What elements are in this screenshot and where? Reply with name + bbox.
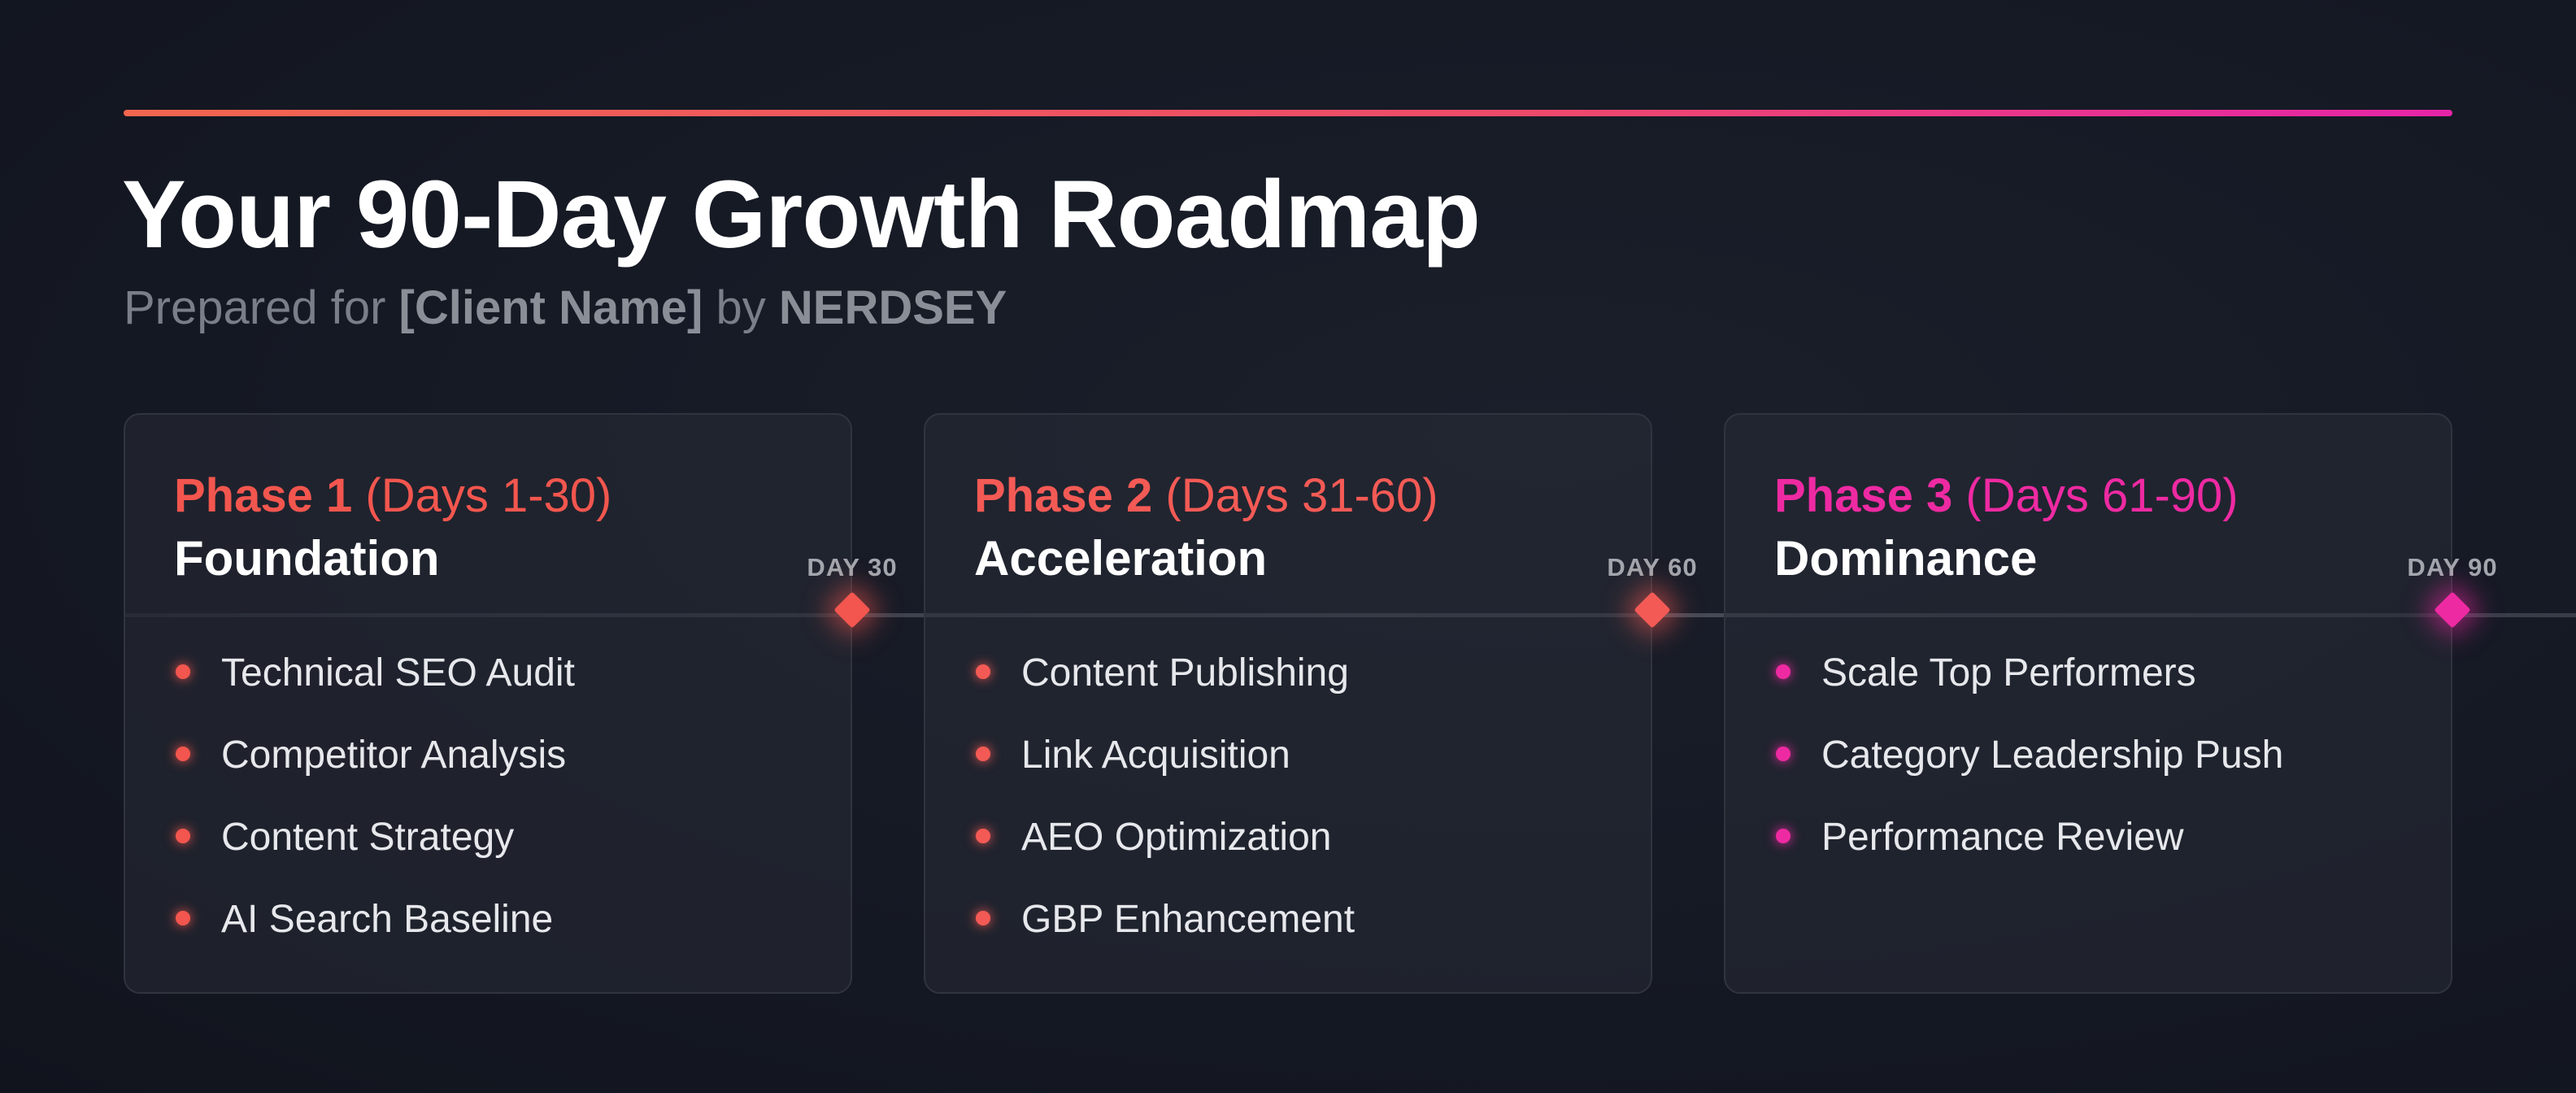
bullet-icon bbox=[976, 664, 990, 679]
phase-name: Foundation bbox=[174, 531, 440, 586]
phase-label: Phase 3 bbox=[1774, 469, 1953, 522]
list-item: Technical SEO Audit bbox=[174, 651, 575, 733]
phase-heading: Phase 3 (Days 61-90) bbox=[1774, 468, 2239, 523]
item-label: Category Leadership Push bbox=[1821, 734, 2284, 777]
list-item: GBP Enhancement bbox=[974, 897, 1355, 979]
item-label: Performance Review bbox=[1821, 816, 2184, 859]
item-label: Link Acquisition bbox=[1021, 734, 1290, 777]
phase-label: Phase 2 bbox=[974, 469, 1153, 522]
phase-name: Acceleration bbox=[974, 531, 1268, 586]
phase-range: (Days 31-60) bbox=[1165, 469, 1438, 522]
item-label: Technical SEO Audit bbox=[221, 651, 575, 695]
phase-name: Dominance bbox=[1774, 531, 2038, 586]
bullet-icon bbox=[1776, 747, 1791, 761]
phase-heading: Phase 2 (Days 31-60) bbox=[974, 468, 1438, 523]
list-item: Category Leadership Push bbox=[1774, 733, 2283, 815]
item-label: GBP Enhancement bbox=[1021, 898, 1355, 941]
bullet-icon bbox=[1776, 829, 1791, 843]
page-subtitle: Prepared for [Client Name] by NERDSEY bbox=[124, 281, 1007, 335]
list-item: Content Strategy bbox=[174, 815, 575, 897]
subtitle-prefix: Prepared for bbox=[124, 281, 386, 334]
bullet-icon bbox=[176, 829, 190, 843]
item-label: Scale Top Performers bbox=[1821, 651, 2196, 695]
task-list: Scale Top Performers Category Leadership … bbox=[1774, 651, 2283, 897]
list-item: Competitor Analysis bbox=[174, 733, 575, 815]
bullet-icon bbox=[976, 911, 990, 925]
item-label: Content Publishing bbox=[1021, 651, 1349, 695]
bullet-icon bbox=[176, 664, 190, 679]
bullet-icon bbox=[176, 911, 190, 925]
brand-name: NERDSEY bbox=[778, 281, 1007, 334]
bullet-icon bbox=[976, 829, 990, 843]
page-title: Your 90-Day Growth Roadmap bbox=[122, 161, 1481, 268]
list-item: Scale Top Performers bbox=[1774, 651, 2283, 733]
bullet-icon bbox=[176, 747, 190, 761]
phase-label: Phase 1 bbox=[174, 469, 353, 522]
list-item: Performance Review bbox=[1774, 815, 2283, 897]
phase-range: (Days 61-90) bbox=[1965, 469, 2239, 522]
phase-range: (Days 1-30) bbox=[365, 469, 612, 522]
milestone-label: DAY 90 bbox=[2407, 553, 2498, 581]
list-item: Content Publishing bbox=[974, 651, 1355, 733]
phase-card-3: Phase 3 (Days 61-90) Dominance Scale Top… bbox=[1724, 413, 2452, 994]
task-list: Content Publishing Link Acquisition AEO Op… bbox=[974, 651, 1355, 979]
client-name: [Client Name] bbox=[398, 281, 703, 334]
bullet-icon bbox=[1776, 664, 1791, 679]
list-item: AI Search Baseline bbox=[174, 897, 575, 979]
item-label: AI Search Baseline bbox=[221, 898, 554, 941]
item-label: Competitor Analysis bbox=[221, 734, 567, 777]
item-label: Content Strategy bbox=[221, 816, 515, 859]
accent-line bbox=[124, 110, 2452, 116]
milestone-label: DAY 30 bbox=[807, 553, 898, 581]
list-item: Link Acquisition bbox=[974, 733, 1355, 815]
bullet-icon bbox=[976, 747, 990, 761]
phase-card-2: Phase 2 (Days 31-60) Acceleration Conten… bbox=[924, 413, 1652, 994]
task-list: Technical SEO Audit Competitor Analysis Co… bbox=[174, 651, 575, 979]
list-item: AEO Optimization bbox=[974, 815, 1355, 897]
item-label: AEO Optimization bbox=[1021, 816, 1332, 859]
subtitle-mid: by bbox=[716, 281, 766, 334]
milestone-label: DAY 60 bbox=[1607, 553, 1698, 581]
phase-heading: Phase 1 (Days 1-30) bbox=[174, 468, 611, 523]
phase-card-1: Phase 1 (Days 1-30) Foundation Technical… bbox=[124, 413, 852, 994]
